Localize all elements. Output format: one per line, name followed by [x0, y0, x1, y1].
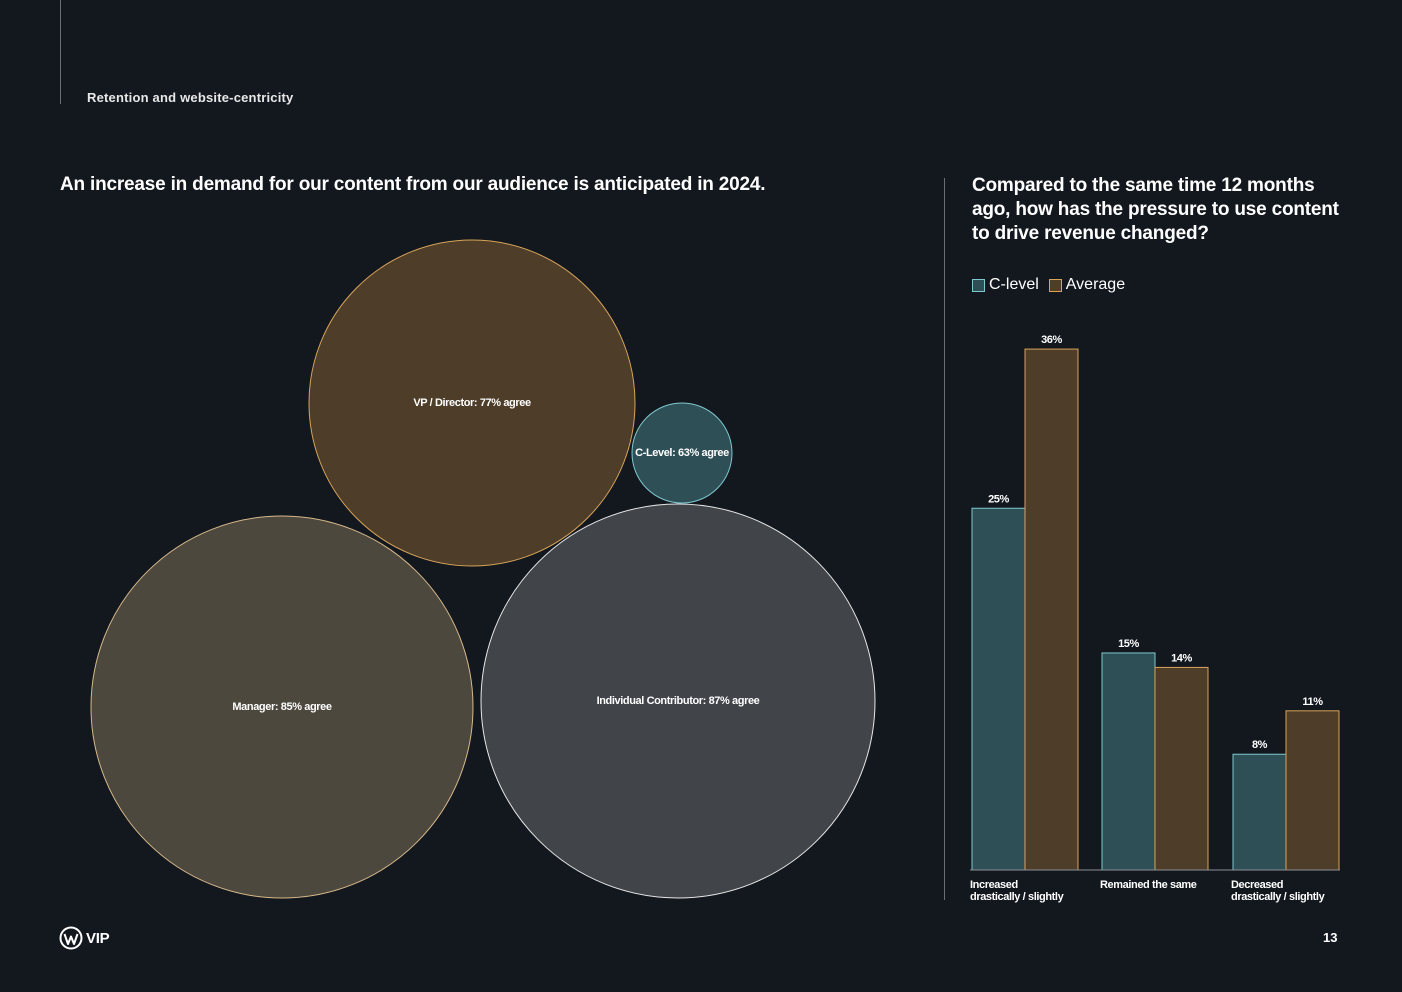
- bubble-individual-contributor: [480, 503, 876, 899]
- bar-c-level-2: [1232, 753, 1287, 871]
- bubble-vp-director: [308, 239, 636, 567]
- category-label-0-0: Increased: [970, 879, 1018, 891]
- bar-value-label-c-level-0: 25%: [988, 493, 1009, 505]
- bar-value-label-c-level-1: 15%: [1118, 638, 1139, 650]
- legend-label-c-level: C-level: [989, 276, 1039, 293]
- bubble-label-vp-director: VP / Director: 77% agree: [413, 397, 531, 409]
- legend-item-c-level: C-level: [972, 276, 1039, 294]
- right-chart-title: Compared to the same time 12 months ago,…: [972, 175, 1339, 244]
- bar-c-level-0: [971, 507, 1026, 871]
- bar-value-label-c-level-2: 8%: [1252, 739, 1268, 751]
- logo-text: VIP: [86, 929, 110, 947]
- bubble-chart: VP / Director: 77% agree C-Level: 63% agr…: [90, 239, 876, 899]
- category-label-1-0: Remained the same: [1100, 879, 1197, 891]
- section-label: Retention and website-centricity: [87, 90, 294, 105]
- column-divider: [944, 178, 945, 900]
- top-divider: [60, 0, 61, 104]
- bubble-label-individual-contributor: Individual Contributor: 87% agree: [597, 695, 760, 707]
- legend-swatch-c-level: [972, 278, 985, 292]
- legend-swatch-average: [1048, 278, 1062, 292]
- left-chart-title: An increase in demand for our content fr…: [60, 174, 766, 195]
- category-label-0-1: drastically / slightly: [970, 891, 1065, 903]
- bar-average-1: [1154, 666, 1209, 871]
- bar-average-2: [1285, 710, 1340, 871]
- bubble-label-c-level: C-Level: 63% agree: [635, 447, 729, 459]
- bubble-c-level: [631, 402, 733, 504]
- category-label-2-0: Decreased: [1231, 879, 1283, 891]
- bar-average-0: [1024, 348, 1079, 871]
- page-number: 13: [1323, 930, 1338, 945]
- bar-c-level-1: [1101, 652, 1156, 871]
- legend-label-average: Average: [1065, 276, 1126, 293]
- category-label-2-1: drastically / slightly: [1231, 891, 1326, 903]
- bar-value-label-average-1: 14%: [1171, 652, 1192, 664]
- bar-value-label-average-0: 36%: [1041, 334, 1062, 346]
- wordpress-vip-logo: VIP: [59, 926, 110, 950]
- legend-item-average: Average: [1048, 276, 1126, 294]
- bubble-manager: [90, 515, 474, 899]
- bubble-label-manager: Manager: 85% agree: [232, 701, 331, 713]
- wordpress-icon: [59, 926, 83, 950]
- bar-value-label-average-2: 11%: [1302, 696, 1323, 708]
- bar-legend: C-level Average: [972, 276, 1125, 294]
